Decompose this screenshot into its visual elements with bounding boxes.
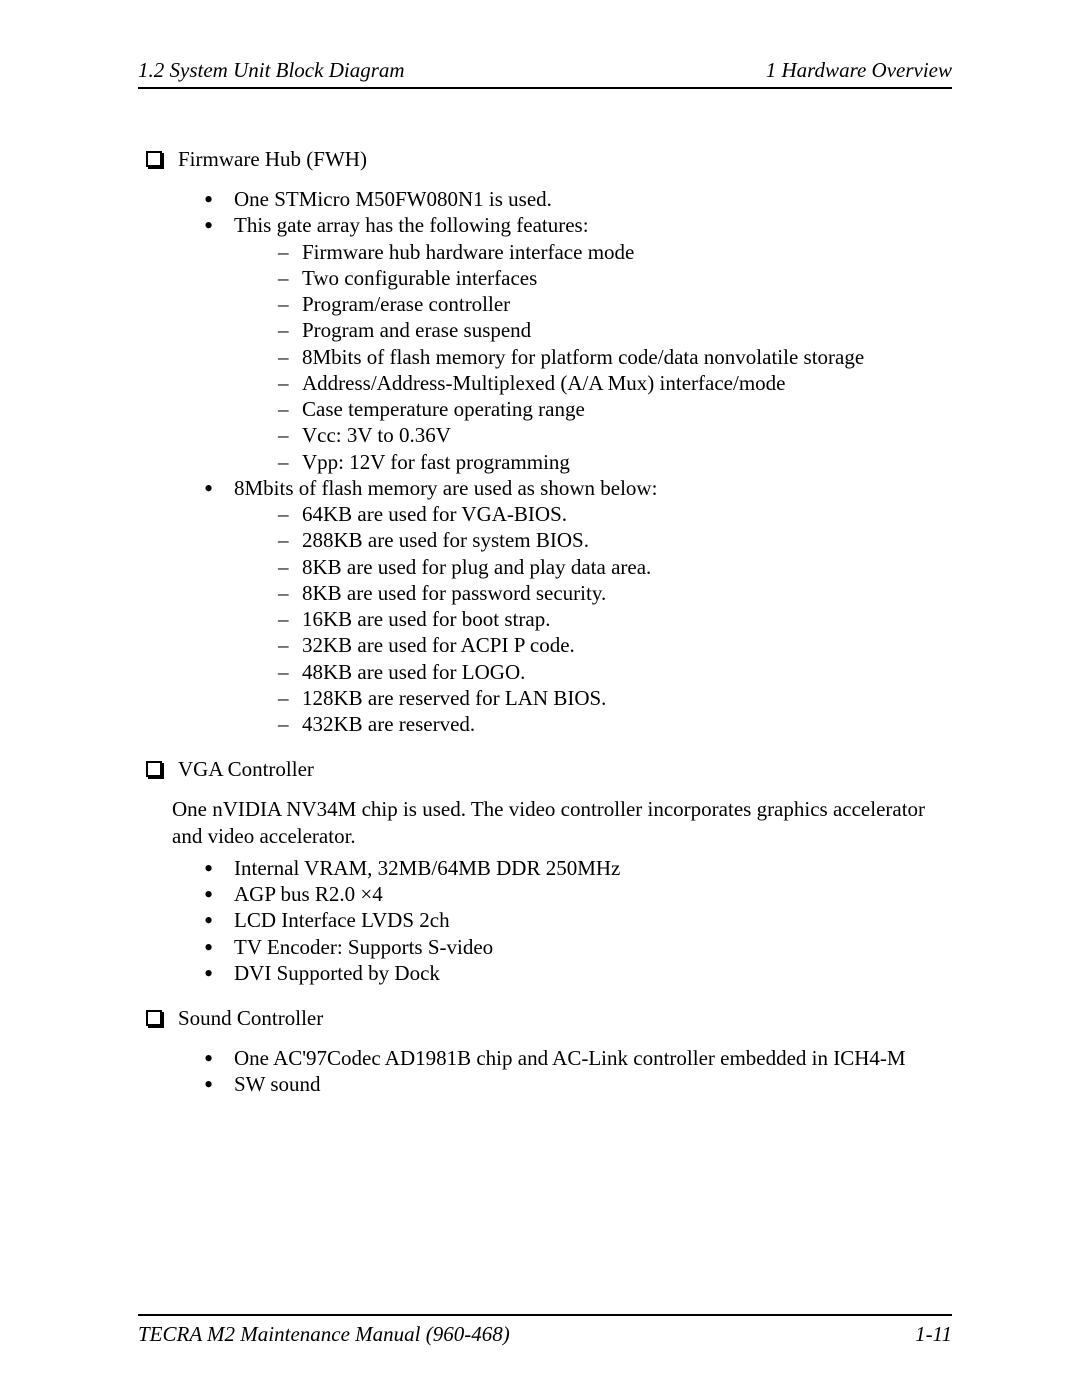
list-item: 8KB are used for password security. [278, 580, 952, 606]
list-item: 8Mbits of flash memory for platform code… [278, 344, 952, 370]
checkbox-icon [146, 151, 162, 167]
list-item-text: 8Mbits of flash memory are used as shown… [234, 476, 657, 500]
section-description: One nVIDIA NV34M chip is used. The video… [172, 796, 952, 849]
header-left: 1.2 System Unit Block Diagram [138, 58, 405, 83]
list-item: Internal VRAM, 32MB/64MB DDR 250MHz [204, 855, 952, 881]
list-item-text: This gate array has the following featur… [234, 213, 589, 237]
list-item: DVI Supported by Dock [204, 960, 952, 986]
section-title-row: Sound Controller [146, 1006, 952, 1031]
list-item: Address/Address-Multiplexed (A/A Mux) in… [278, 370, 952, 396]
bullet-list: One STMicro M50FW080N1 is used. This gat… [204, 186, 952, 737]
page-header: 1.2 System Unit Block Diagram 1 Hardware… [138, 58, 952, 89]
list-item: TV Encoder: Supports S-video [204, 934, 952, 960]
footer-right: 1-11 [915, 1322, 952, 1347]
list-item: One STMicro M50FW080N1 is used. [204, 186, 952, 212]
dash-list: 64KB are used for VGA-BIOS. 288KB are us… [278, 501, 952, 737]
header-right: 1 Hardware Overview [766, 58, 952, 83]
list-item: AGP bus R2.0 ×4 [204, 881, 952, 907]
section-vga-controller: VGA Controller One nVIDIA NV34M chip is … [138, 757, 952, 986]
list-item: 128KB are reserved for LAN BIOS. [278, 685, 952, 711]
list-item: 8Mbits of flash memory are used as shown… [204, 475, 952, 738]
section-sound-controller: Sound Controller One AC'97Codec AD1981B … [138, 1006, 952, 1098]
page-footer: TECRA M2 Maintenance Manual (960-468) 1-… [138, 1314, 952, 1347]
list-item: One AC'97Codec AD1981B chip and AC-Link … [204, 1045, 952, 1071]
footer-left: TECRA M2 Maintenance Manual (960-468) [138, 1322, 510, 1347]
section-title: Sound Controller [178, 1006, 323, 1031]
bullet-list: Internal VRAM, 32MB/64MB DDR 250MHz AGP … [204, 855, 952, 986]
list-item: 8KB are used for plug and play data area… [278, 554, 952, 580]
section-firmware-hub: Firmware Hub (FWH) One STMicro M50FW080N… [138, 147, 952, 737]
section-title: VGA Controller [178, 757, 314, 782]
list-item: 432KB are reserved. [278, 711, 952, 737]
list-item: Firmware hub hardware interface mode [278, 239, 952, 265]
list-item: Vpp: 12V for fast programming [278, 449, 952, 475]
list-item: LCD Interface LVDS 2ch [204, 907, 952, 933]
list-item: SW sound [204, 1071, 952, 1097]
list-item: 32KB are used for ACPI P code. [278, 632, 952, 658]
section-title: Firmware Hub (FWH) [178, 147, 367, 172]
list-item: This gate array has the following featur… [204, 212, 952, 475]
list-item: 288KB are used for system BIOS. [278, 527, 952, 553]
section-title-row: Firmware Hub (FWH) [146, 147, 952, 172]
list-item: 48KB are used for LOGO. [278, 659, 952, 685]
list-item: 64KB are used for VGA-BIOS. [278, 501, 952, 527]
checkbox-icon [146, 1010, 162, 1026]
list-item: 16KB are used for boot strap. [278, 606, 952, 632]
section-title-row: VGA Controller [146, 757, 952, 782]
bullet-list: One AC'97Codec AD1981B chip and AC-Link … [204, 1045, 952, 1098]
list-item: Vcc: 3V to 0.36V [278, 422, 952, 448]
dash-list: Firmware hub hardware interface mode Two… [278, 239, 952, 475]
list-item: Two configurable interfaces [278, 265, 952, 291]
list-item: Case temperature operating range [278, 396, 952, 422]
list-item: Program and erase suspend [278, 317, 952, 343]
checkbox-icon [146, 761, 162, 777]
list-item: Program/erase controller [278, 291, 952, 317]
